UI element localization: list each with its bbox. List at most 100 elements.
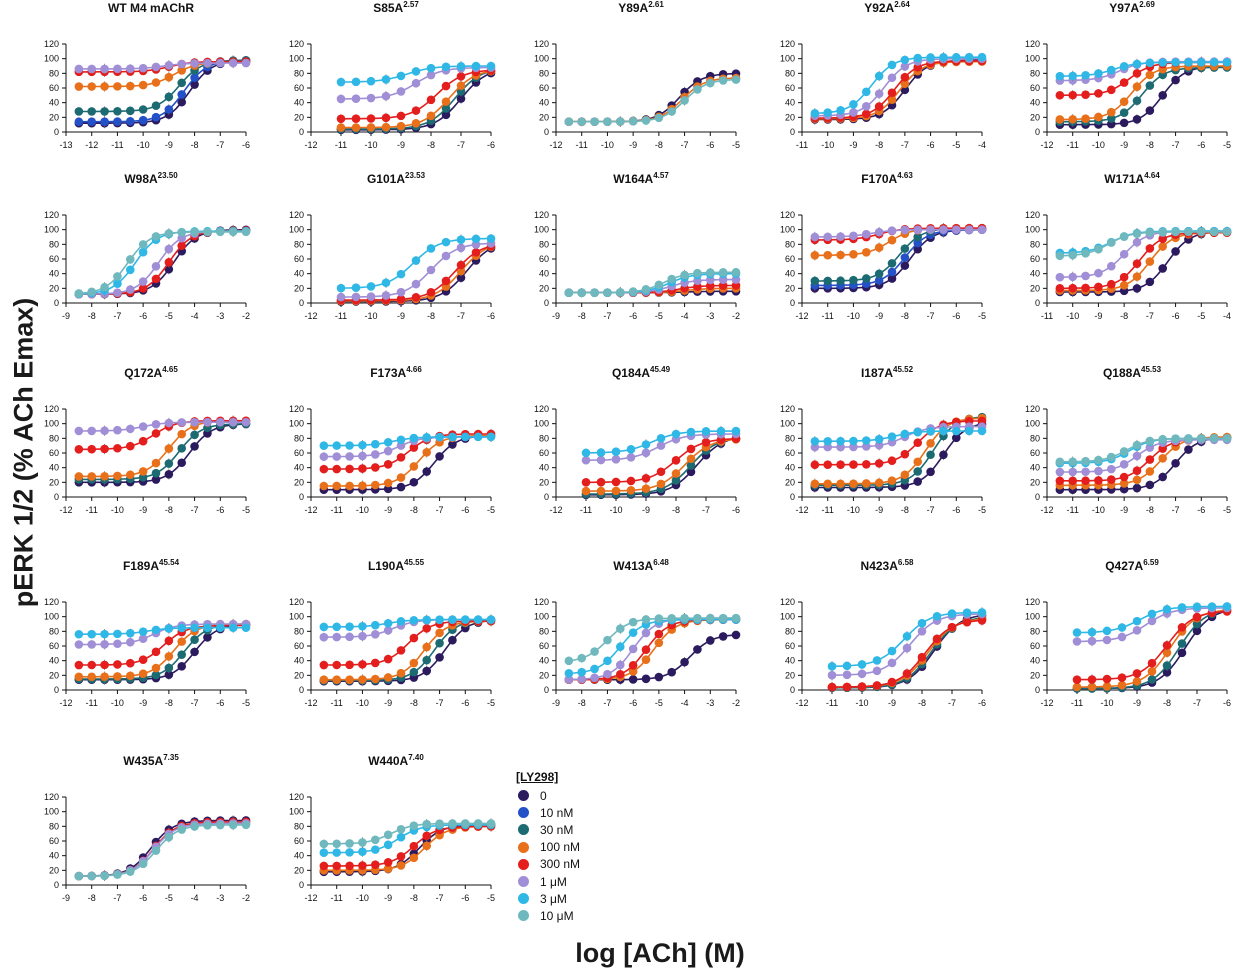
data-point [177,97,187,107]
x-tick-label: -10 [847,311,860,321]
data-point [977,426,987,436]
data-point [900,261,910,270]
x-tick-label: -8 [427,140,435,150]
chart-title-base: I187A [861,366,893,380]
data-point [471,248,481,257]
data-point [456,72,466,81]
data-point [177,228,187,237]
data-point [74,426,84,436]
data-point [654,614,664,623]
data-point [1119,108,1129,118]
y-tick-label: 120 [780,597,795,607]
data-point [836,460,845,469]
data-point [1055,283,1065,293]
data-point [628,628,638,637]
chart-title-base: F189A [123,559,159,573]
data-point [190,73,199,82]
y-tick-label: 120 [289,210,304,220]
data-point [1055,71,1065,81]
data-point [1158,453,1168,463]
chart-panel-g101a: G101A23.53 0 20 40 60 80 100 120 -12 -11 -10 -9 -8 -7… [289,171,496,321]
data-point [1055,457,1065,467]
data-point [74,444,84,454]
x-tick-label: -7 [113,893,121,903]
data-point [87,640,97,649]
data-point [177,59,187,69]
data-point [396,269,406,279]
data-point [836,479,845,489]
x-tick-label: -12 [795,505,808,515]
y-tick-label: 0 [790,492,795,502]
data-point [358,631,367,641]
data-point [383,437,393,447]
chart-panel-w440a: W440A7.40 0 20 40 60 80 100 120 -12 -11 -10 -9 -8 -7 -… [289,753,496,903]
data-point [1068,90,1078,100]
data-point [615,660,625,670]
data-point [396,668,406,678]
chart-panel-q427a: Q427A6.59 0 20 40 60 80 100 120 -12 -11 -10 -9 -8 -7 -… [1025,558,1232,708]
data-point [345,848,354,857]
data-point [939,52,948,62]
data-point [1068,283,1078,293]
chart-title-superscript: 2.69 [1139,0,1155,9]
data-point [441,81,451,91]
y-tick-label: 0 [1035,127,1040,137]
y-tick-label: 0 [790,298,795,308]
data-point [164,264,174,274]
y-tick-label: 20 [294,477,304,487]
data-point [836,442,845,452]
data-point [396,646,406,655]
data-point [977,616,987,625]
data-point [228,227,238,237]
data-point [190,80,199,89]
data-point [917,618,927,628]
x-tick-label: -6 [732,505,740,515]
x-tick-label: -7 [1193,698,1201,708]
data-point [718,281,728,290]
x-tick-label: -6 [952,311,960,321]
data-point [641,116,651,125]
data-point [902,631,912,641]
data-point [448,615,457,624]
data-point [874,440,884,450]
data-point [486,819,496,828]
data-point [1184,434,1193,443]
data-point [74,117,84,127]
data-point [1094,455,1103,465]
data-point [964,52,974,62]
y-tick-label: 60 [49,83,59,93]
chart-title-base: Y97A [1109,1,1139,15]
x-tick-label: -8 [875,140,883,150]
data-point [396,294,406,304]
data-point [1132,483,1142,493]
data-point [125,116,135,126]
data-point [125,671,135,681]
data-point [332,464,342,474]
data-point [900,55,910,65]
y-tick-label: 0 [54,880,59,890]
data-point [319,481,329,491]
data-point [486,615,496,624]
x-tick-label: -6 [927,140,935,150]
data-point [383,618,393,628]
data-point [1209,227,1219,237]
data-point [1102,682,1112,691]
data-point [460,819,470,828]
data-point [164,624,174,633]
data-point [1147,667,1157,676]
data-point [874,459,884,468]
x-tick-label: -9 [139,505,147,515]
data-point [426,287,436,297]
data-point [125,658,135,668]
x-tick-label: -5 [732,140,740,150]
x-tick-label: -5 [242,505,250,515]
y-tick-label: 20 [49,283,59,293]
data-point [693,282,702,291]
data-point [900,79,910,89]
y-tick-label: 60 [49,836,59,846]
data-point [939,450,948,460]
data-point [596,455,606,465]
y-tick-label: 60 [294,641,304,651]
data-point [861,109,871,119]
data-point [396,453,406,462]
